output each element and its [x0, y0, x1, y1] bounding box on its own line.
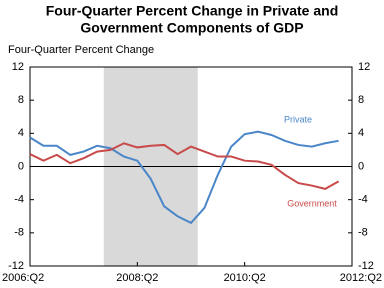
y2-tick-label: 4	[358, 127, 364, 139]
y2-tick-label: 0	[358, 160, 364, 172]
series-label: Private	[284, 114, 312, 124]
y-axis-label: Four-Quarter Percent Change	[8, 44, 154, 56]
chart-title: Four-Quarter Percent Change in Private a…	[46, 3, 339, 19]
x-tick-label: 2012:Q2	[340, 272, 382, 284]
series-line	[29, 142, 340, 190]
y-tick-label: 0	[18, 160, 24, 172]
y2-tick-label: -12	[358, 260, 374, 272]
y-tick-label: -12	[8, 260, 24, 272]
y2-tick-label: -8	[358, 227, 368, 239]
x-tick-label: 2006:Q2	[2, 272, 44, 284]
y-tick-label: -8	[14, 227, 24, 239]
series-label: Government	[287, 198, 337, 208]
x-tick-label: 2010:Q2	[224, 272, 266, 284]
chart-title: Government Components of GDP	[80, 20, 303, 36]
y-tick-label: 4	[18, 127, 24, 139]
y-tick-label: -4	[14, 194, 24, 206]
x-tick-label: 2008:Q2	[116, 272, 158, 284]
y2-tick-label: -4	[358, 194, 368, 206]
y2-tick-label: 8	[358, 94, 364, 106]
y-tick-label: 12	[12, 61, 24, 73]
y2-tick-label: 12	[358, 61, 370, 73]
y-tick-label: 8	[18, 94, 24, 106]
series-line	[29, 130, 339, 225]
